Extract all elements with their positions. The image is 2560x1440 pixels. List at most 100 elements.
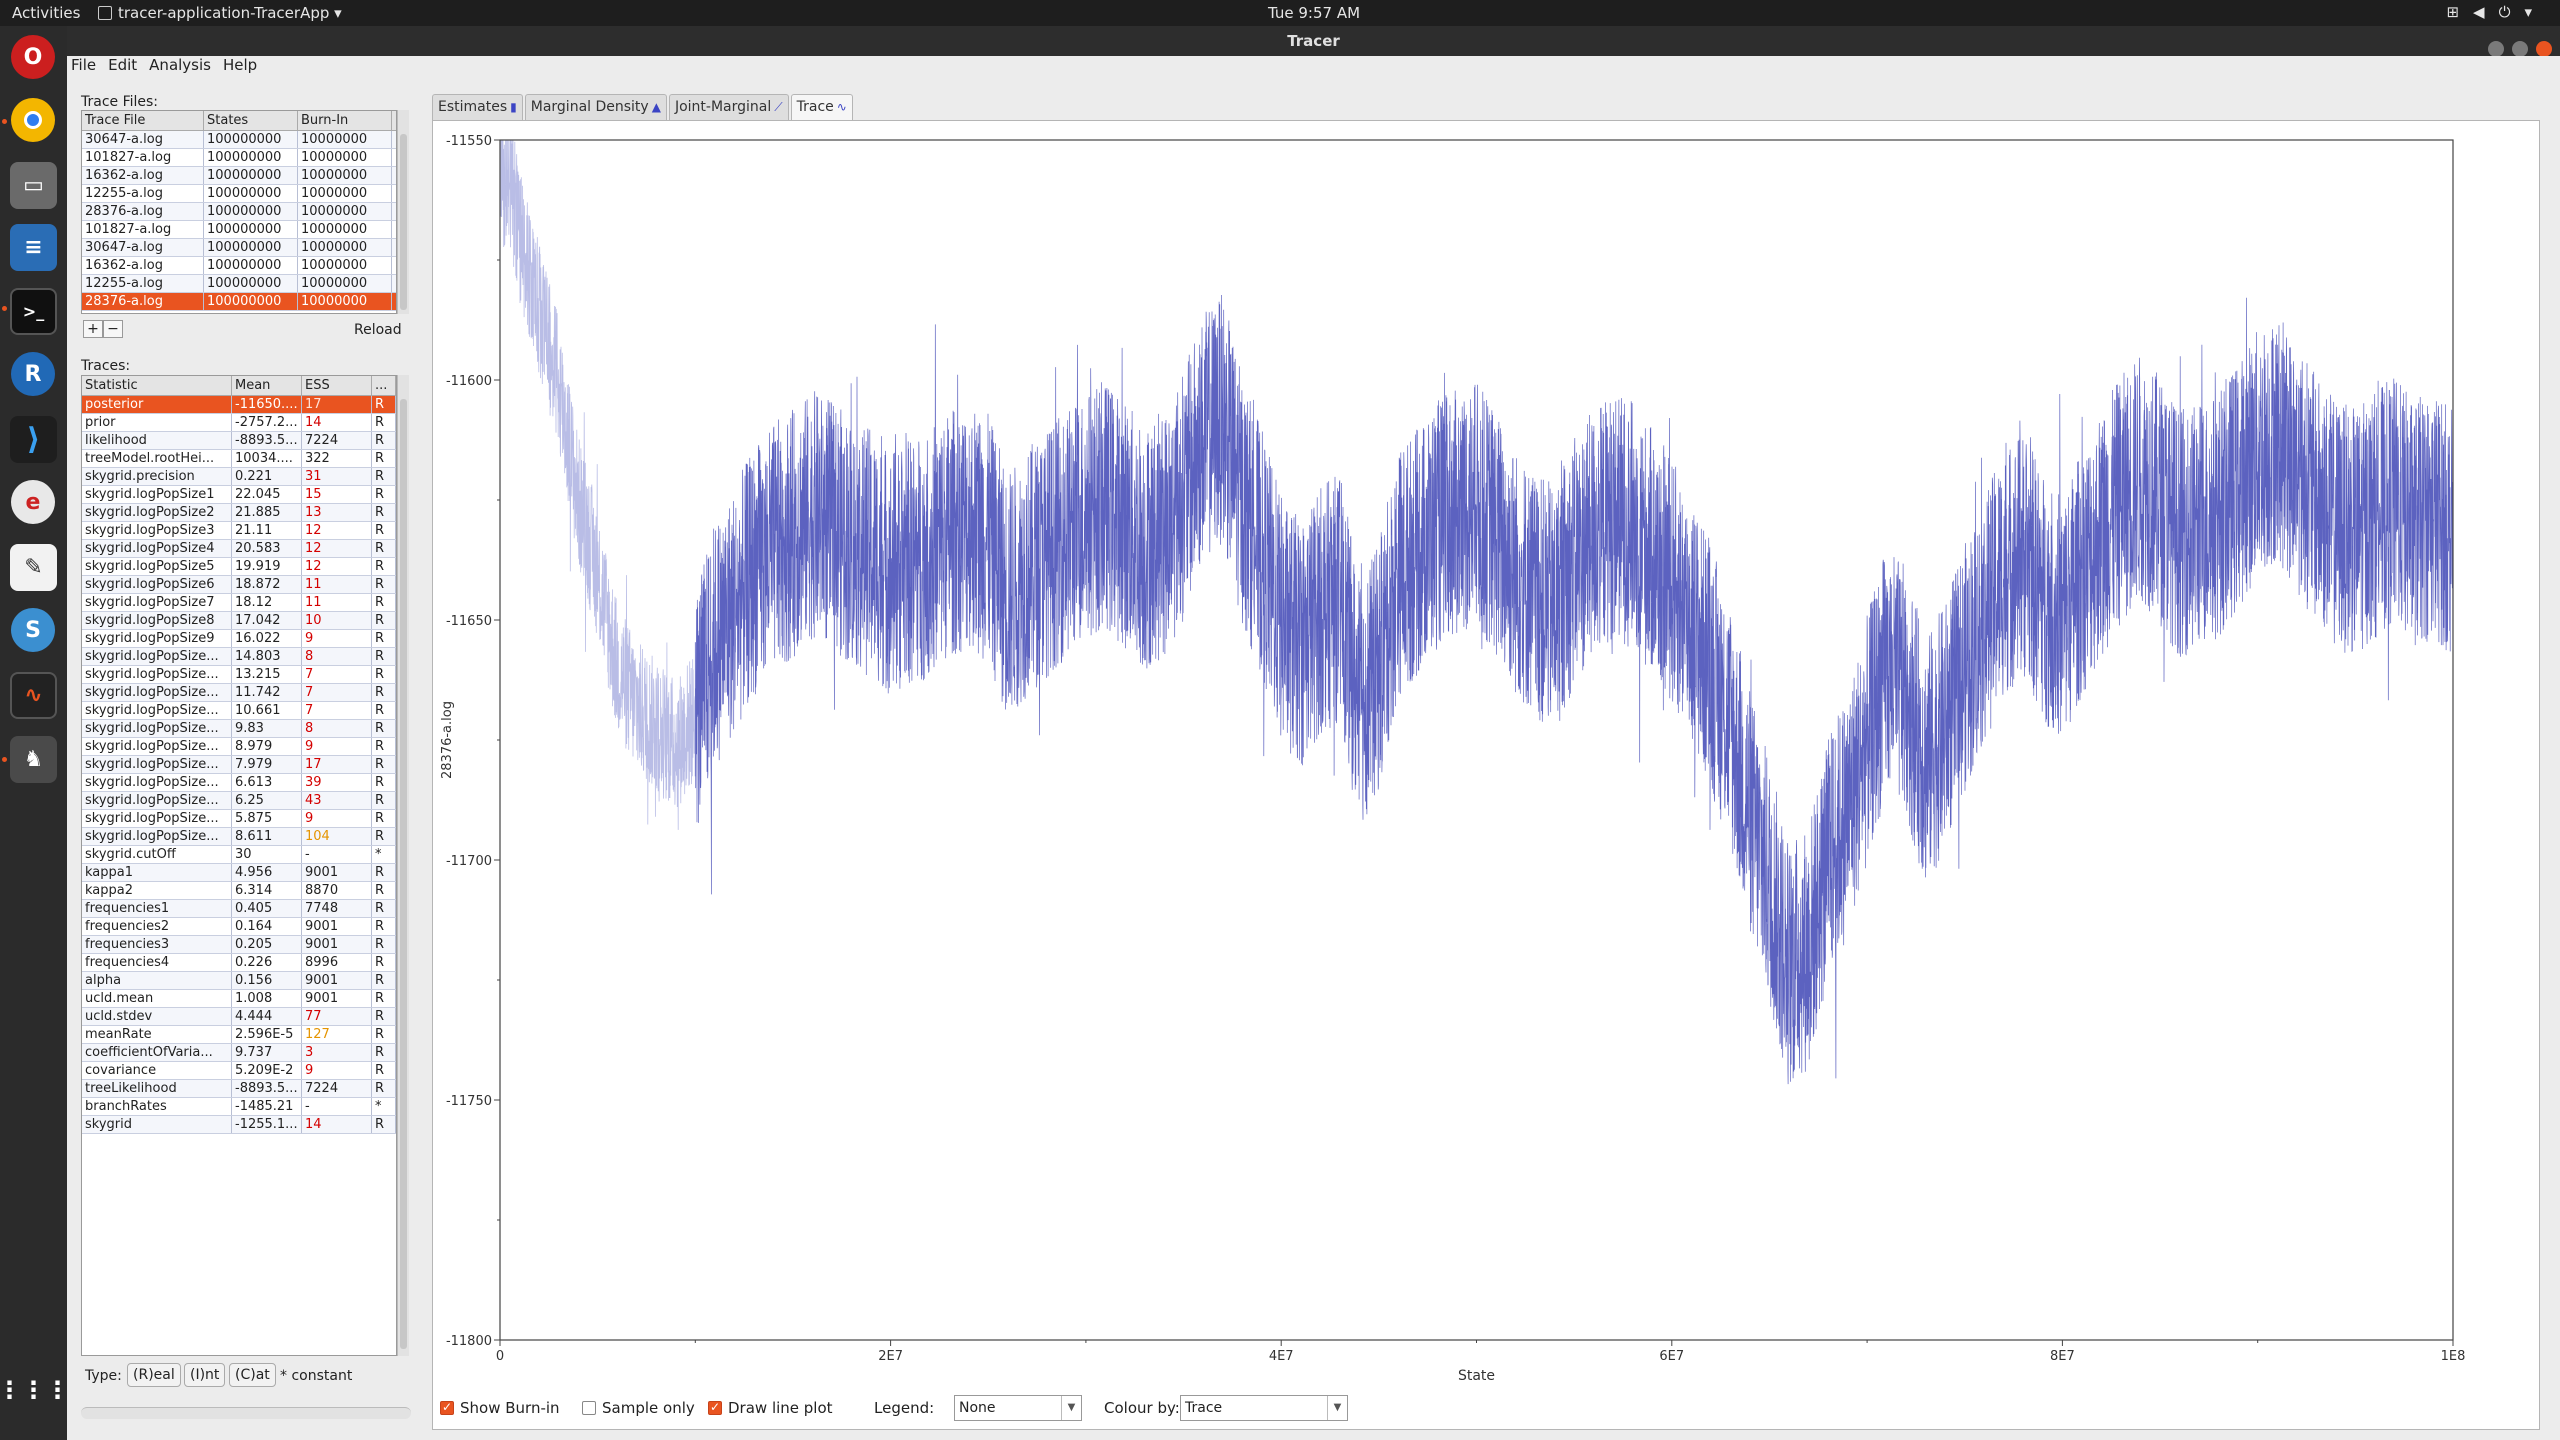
add-file-button[interactable]: + (83, 320, 103, 338)
scrollbar-thumb[interactable] (400, 134, 407, 310)
table-row[interactable]: skygrid.logPopSize... 8.611 104 R (82, 828, 396, 846)
reload-button[interactable]: Reload (354, 322, 402, 338)
table-row[interactable]: frequencies3 0.205 9001 R (82, 936, 396, 954)
table-row[interactable]: coefficientOfVaria... 9.737 3 R (82, 1044, 396, 1062)
table-row[interactable]: branchRates -1485.21- * (82, 1098, 396, 1116)
table-row[interactable]: 16362-a.log 100000000 10000000 (82, 257, 396, 275)
table-row[interactable]: ucld.mean 1.008 9001 R (82, 990, 396, 1008)
show-burnin-checkbox[interactable] (440, 1400, 454, 1415)
skype-icon[interactable]: S (11, 608, 55, 652)
minimize-button[interactable] (2488, 40, 2504, 57)
table-row[interactable]: frequencies1 0.405 7748 R (82, 900, 396, 918)
files-icon[interactable]: ▭ (10, 162, 57, 209)
vscode-icon[interactable]: ⟩ (10, 416, 57, 463)
draw-line-plot-checkbox[interactable] (708, 1400, 722, 1415)
evince-icon[interactable]: e (11, 480, 55, 524)
tab-trace[interactable]: Trace ∿ (790, 94, 853, 120)
table-row[interactable]: 16362-a.log 100000000 10000000 (82, 167, 396, 185)
table-row[interactable]: skygrid.logPopSize... 11.742 7 R (82, 684, 396, 702)
trace-files-table[interactable]: Trace File States Burn-In 30647-a.log 100… (81, 110, 397, 314)
traces-table[interactable]: Statistic Mean ESS ... posterior -11650..… (81, 375, 397, 1356)
table-row[interactable]: 28376-a.log 100000000 10000000 (82, 203, 396, 221)
table-row[interactable]: frequencies2 0.164 9001 R (82, 918, 396, 936)
app-menu[interactable]: tracer-application-TracerApp ▾ (98, 4, 342, 22)
table-row[interactable]: skygrid.logPopSize5 19.919 12 R (82, 558, 396, 576)
trace-files-scrollbar[interactable] (397, 110, 409, 314)
table-row[interactable]: meanRate 2.596E-5 127 R (82, 1026, 396, 1044)
table-row[interactable]: skygrid.logPopSize... 13.215 7 R (82, 666, 396, 684)
column-header-states[interactable]: States (204, 111, 298, 130)
menu-analysis[interactable]: Analysis (149, 56, 211, 74)
table-row[interactable]: skygrid.precision 0.221 31 R (82, 468, 396, 486)
type-int-button[interactable]: (I)nt (184, 1363, 226, 1387)
sample-only-checkbox[interactable] (582, 1401, 596, 1415)
table-row[interactable]: prior -2757.2... 14 R (82, 414, 396, 432)
trace-plot[interactable]: -11550 -11600 -11650 -11700 -11750 -11800 0 2E7… (433, 121, 2539, 1389)
opera-icon[interactable]: O (11, 35, 55, 79)
text-editor-icon[interactable]: ✎ (10, 544, 57, 591)
table-row[interactable]: ucld.stdev 4.444 77 R (82, 1008, 396, 1026)
maximize-button[interactable] (2512, 40, 2528, 57)
table-row[interactable]: skygrid.logPopSize... 9.83 8 R (82, 720, 396, 738)
table-row[interactable]: skygrid.logPopSize... 6.25 43 R (82, 792, 396, 810)
table-row[interactable]: 30647-a.log 100000000 10000000 (82, 239, 396, 257)
table-row[interactable]: skygrid.logPopSize9 16.022 9 R (82, 630, 396, 648)
table-row[interactable]: kappa1 4.956 9001 R (82, 864, 396, 882)
clock[interactable]: Tue 9:57 AM (1268, 4, 1361, 22)
menu-edit[interactable]: Edit (108, 56, 138, 74)
table-row[interactable]: treeLikelihood -8893.5... 7224 R (82, 1080, 396, 1098)
table-row[interactable]: treeModel.rootHei... 10034.... 322 R (82, 450, 396, 468)
table-row[interactable]: covariance 5.209E-2 9 R (82, 1062, 396, 1080)
trace-plot-panel[interactable]: -11550 -11600 -11650 -11700 -11750 -11800 0 2E7… (432, 120, 2540, 1430)
table-row[interactable]: 101827-a.log 100000000 10000000 (82, 149, 396, 167)
type-real-button[interactable]: (R)eal (127, 1363, 181, 1387)
table-row[interactable]: skygrid.logPopSize... 14.803 8 R (82, 648, 396, 666)
window-title-bar[interactable]: Tracer (67, 26, 2560, 57)
close-button[interactable] (2536, 40, 2552, 57)
tab-estimates[interactable]: Estimates ▮ (432, 94, 523, 120)
table-row[interactable]: kappa2 6.314 8870 R (82, 882, 396, 900)
chrome-icon[interactable] (11, 98, 55, 142)
menu-file[interactable]: File (71, 56, 97, 74)
column-header-trace-file[interactable]: Trace File (82, 111, 204, 130)
table-row[interactable]: frequencies4 0.226 8996 R (82, 954, 396, 972)
table-row[interactable]: skygrid.logPopSize4 20.583 12 R (82, 540, 396, 558)
system-tray[interactable]: ⊞◀⏻▾ (2446, 3, 2546, 21)
r-icon[interactable]: R (11, 352, 55, 396)
remove-file-button[interactable]: − (103, 320, 123, 338)
table-row[interactable]: 12255-a.log 100000000 10000000 (82, 275, 396, 293)
column-header-mean[interactable]: Mean (232, 376, 302, 395)
table-row[interactable]: skygrid.logPopSize6 18.872 11 R (82, 576, 396, 594)
column-header-statistic[interactable]: Statistic (82, 376, 232, 395)
table-row[interactable]: posterior -11650.... 17 R (82, 396, 396, 414)
table-row[interactable]: skygrid.logPopSize... 5.875 9 R (82, 810, 396, 828)
legend-select[interactable]: None ▼ (954, 1395, 1082, 1421)
table-row[interactable]: likelihood -8893.5... 7224 R (82, 432, 396, 450)
show-apps-icon[interactable]: ⋮⋮⋮ (0, 1375, 70, 1404)
left-horizontal-scrollbar[interactable] (81, 1407, 411, 1419)
system-monitor-icon[interactable]: ∿ (10, 672, 57, 719)
table-row[interactable]: skygrid.logPopSize1 22.045 15 R (82, 486, 396, 504)
terminal-icon[interactable]: >_ (10, 288, 57, 335)
table-row[interactable]: skygrid.logPopSize... 7.979 17 R (82, 756, 396, 774)
writer-icon[interactable]: ≡ (10, 224, 57, 271)
colour-by-select[interactable]: Trace ▼ (1180, 1395, 1348, 1421)
tab-joint-marginal[interactable]: Joint-Marginal ⟋ (668, 94, 789, 120)
table-row[interactable]: skygrid.logPopSize8 17.042 10 R (82, 612, 396, 630)
tab-marginal-density[interactable]: Marginal Density ▲ (524, 94, 667, 120)
table-row[interactable]: skygrid -1255.1... 14 R (82, 1116, 396, 1134)
menu-help[interactable]: Help (222, 56, 258, 74)
table-row[interactable]: skygrid.logPopSize... 6.613 39 R (82, 774, 396, 792)
column-header-type[interactable]: ... (372, 376, 396, 395)
tracer-icon[interactable]: ♞ (10, 736, 57, 783)
type-cat-button[interactable]: (C)at (229, 1363, 276, 1387)
table-row[interactable]: 28376-a.log 100000000 10000000 (82, 293, 396, 311)
traces-scrollbar[interactable] (397, 375, 409, 1356)
table-row[interactable]: skygrid.logPopSize... 8.979 9 R (82, 738, 396, 756)
scrollbar-thumb[interactable] (400, 399, 407, 1349)
table-row[interactable]: skygrid.logPopSize2 21.885 13 R (82, 504, 396, 522)
table-row[interactable]: 12255-a.log 100000000 10000000 (82, 185, 396, 203)
table-row[interactable]: 101827-a.log 100000000 10000000 (82, 221, 396, 239)
table-row[interactable]: skygrid.cutOff 30- * (82, 846, 396, 864)
column-header-burn-in[interactable]: Burn-In (298, 111, 392, 130)
